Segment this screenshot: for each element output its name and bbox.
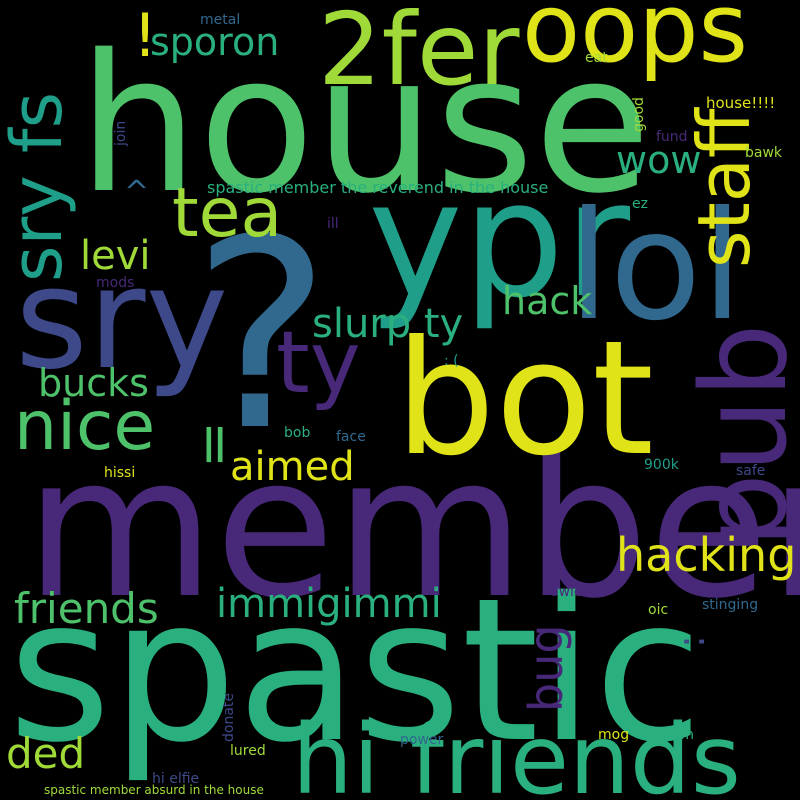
word-house-bang: house!!!! <box>706 94 776 112</box>
word-2fer: 2fer <box>318 0 520 108</box>
word-good: good <box>631 97 647 132</box>
word-house: house <box>78 14 651 235</box>
word-sry-fs: sry fs <box>0 91 78 282</box>
word-power: power <box>400 732 444 748</box>
word-mods: mods <box>96 275 135 291</box>
word-pub: pub <box>675 323 800 548</box>
word-wow: wow <box>616 138 702 182</box>
word-ty: ty <box>276 313 361 413</box>
word-bot: bot <box>395 307 654 491</box>
word-levi: levi <box>80 233 151 279</box>
word-friends: friends <box>14 584 159 633</box>
word-sentence-reverend: spastic member the reverend in the house <box>207 178 549 197</box>
word-hacking: hacking <box>616 528 797 582</box>
word-immigimmi: immigimmi <box>216 581 442 627</box>
word-900k: 900k <box>644 457 679 473</box>
word-oic: oic <box>648 602 669 618</box>
word-bawk: bawk <box>745 145 783 161</box>
word-fund: fund <box>656 129 688 145</box>
word-question-mark: ? <box>192 183 332 488</box>
word-eat: eat <box>585 50 608 66</box>
word-face: face <box>336 429 366 445</box>
word-sry: sry <box>15 238 229 401</box>
word-oops: oops <box>522 0 749 84</box>
word-btm: btm <box>666 727 695 743</box>
word-hi-elfie: hi elfie <box>152 771 200 787</box>
word-sentence-absurd: spastic member absurd in the house <box>44 783 264 797</box>
word-aimed: aimed <box>230 444 355 490</box>
word-sad: : ( <box>444 353 459 369</box>
word-spastic: spastic <box>8 555 703 786</box>
word-safe: safe <box>736 463 766 479</box>
word-member: member <box>25 414 800 641</box>
word-colon: : <box>669 635 713 648</box>
word-hissi: hissi <box>104 465 136 481</box>
word-tea: tea <box>172 174 283 253</box>
word-ez: ez <box>632 196 648 212</box>
word-caret: ^ <box>124 175 150 210</box>
word-nice: nice <box>14 387 156 466</box>
word-metal: metal <box>200 12 241 28</box>
word-staff: staff <box>682 108 766 268</box>
word-mog: mog <box>598 727 630 743</box>
word-ded: ded <box>6 729 86 778</box>
word-hi-friends: hi friends <box>292 704 741 800</box>
word-lol: lol <box>568 180 744 354</box>
word-stinging: stinging <box>702 597 759 613</box>
word-donate: donate <box>221 692 237 742</box>
word-bug: bug <box>519 624 573 712</box>
word-hack: hack <box>502 279 593 323</box>
word-lured: lured <box>230 743 266 759</box>
word-slurp-ty: slurp ty <box>312 301 464 347</box>
word-bob: bob <box>284 425 311 441</box>
word-ypr: ypr <box>368 146 631 333</box>
word-bang: ! <box>133 1 158 71</box>
word-bucks: bucks <box>38 361 149 405</box>
word-ill: ill <box>327 216 339 232</box>
word-owie: owie <box>550 584 583 600</box>
word-sporon: sporon <box>150 20 280 64</box>
word-join: join <box>113 120 129 146</box>
